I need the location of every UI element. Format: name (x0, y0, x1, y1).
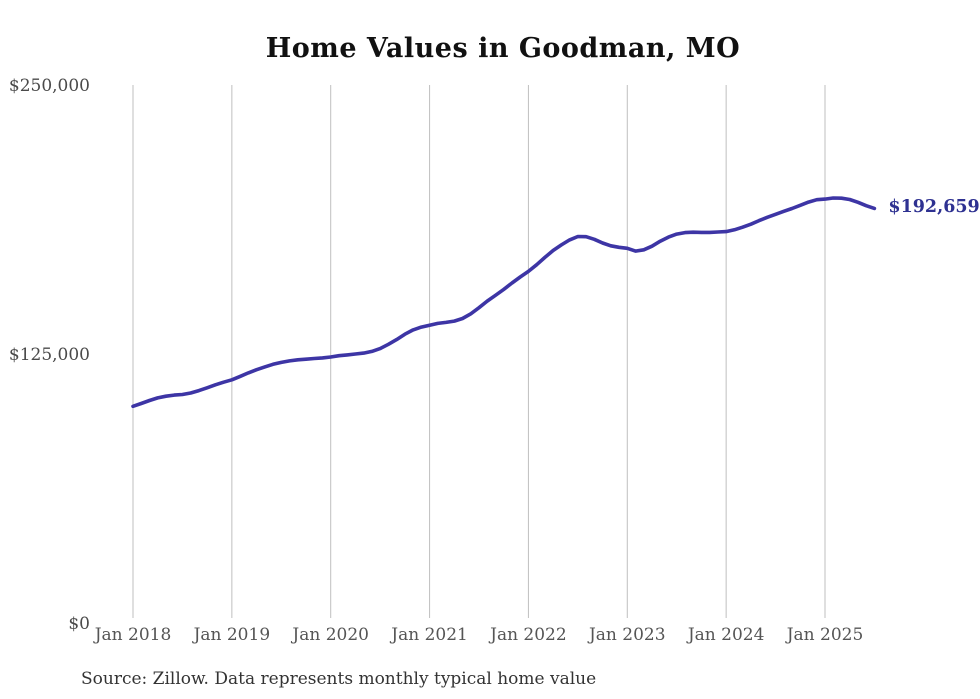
source-attribution-note: Source: Zillow. Data represents monthly … (81, 669, 596, 689)
y-tick-label: $125,000 (9, 345, 90, 365)
x-tick-label: Jan 2018 (93, 625, 172, 645)
x-axis-tick-labels: Jan 2018 Jan 2019 Jan 2020 Jan 2021 Jan 2022… (93, 625, 864, 645)
current-value-label: $192,659 (888, 197, 979, 217)
x-tick-label: Jan 2025 (785, 625, 864, 645)
y-tick-label: $0 (68, 614, 90, 634)
x-tick-label: Jan 2021 (389, 625, 468, 645)
gridlines (132, 85, 826, 618)
home-value-line-series (131, 196, 877, 409)
x-tick-label: Jan 2024 (686, 625, 765, 645)
y-tick-label: $250,000 (9, 76, 90, 96)
y-axis-tick-labels: $0 $125,000 $250,000 (9, 76, 90, 634)
x-tick-label: Jan 2022 (488, 625, 567, 645)
x-tick-label: Jan 2020 (290, 625, 369, 645)
x-tick-label: Jan 2023 (587, 625, 666, 645)
chart-title: Home Values in Goodman, MO (266, 33, 740, 64)
x-tick-label: Jan 2019 (192, 625, 271, 645)
